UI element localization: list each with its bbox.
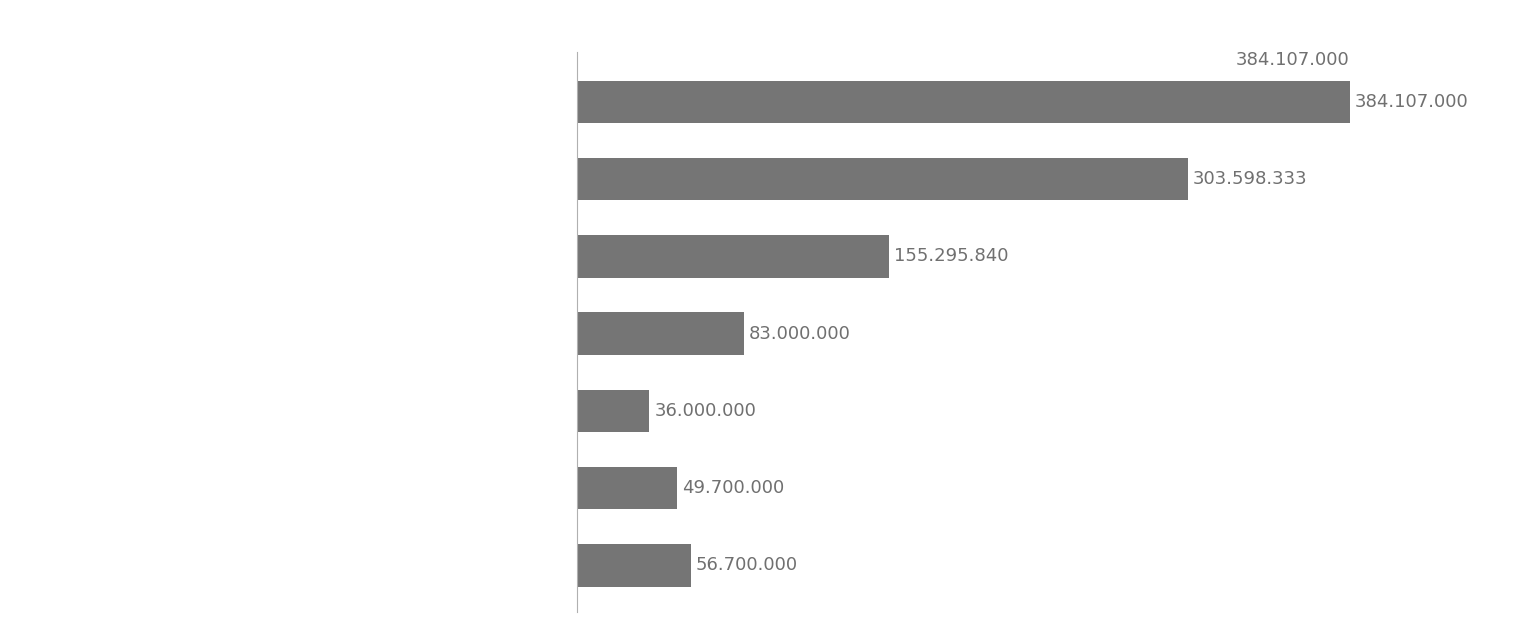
Text: 36.000.000: 36.000.000 bbox=[654, 402, 756, 420]
Bar bbox=[577, 544, 691, 587]
Bar bbox=[577, 158, 1187, 200]
Bar bbox=[577, 312, 744, 355]
Bar bbox=[577, 235, 890, 278]
Text: 384.107.000: 384.107.000 bbox=[1354, 93, 1468, 111]
Bar bbox=[577, 467, 677, 509]
Text: 56.700.000: 56.700.000 bbox=[695, 556, 798, 574]
Text: 155.295.840: 155.295.840 bbox=[894, 247, 1009, 265]
Text: 49.700.000: 49.700.000 bbox=[682, 479, 785, 497]
Text: 303.598.333: 303.598.333 bbox=[1193, 170, 1307, 188]
Bar bbox=[577, 390, 650, 432]
Text: 83.000.000: 83.000.000 bbox=[748, 325, 850, 343]
Text: 384.107.000: 384.107.000 bbox=[1236, 51, 1350, 69]
Bar bbox=[577, 80, 1350, 123]
